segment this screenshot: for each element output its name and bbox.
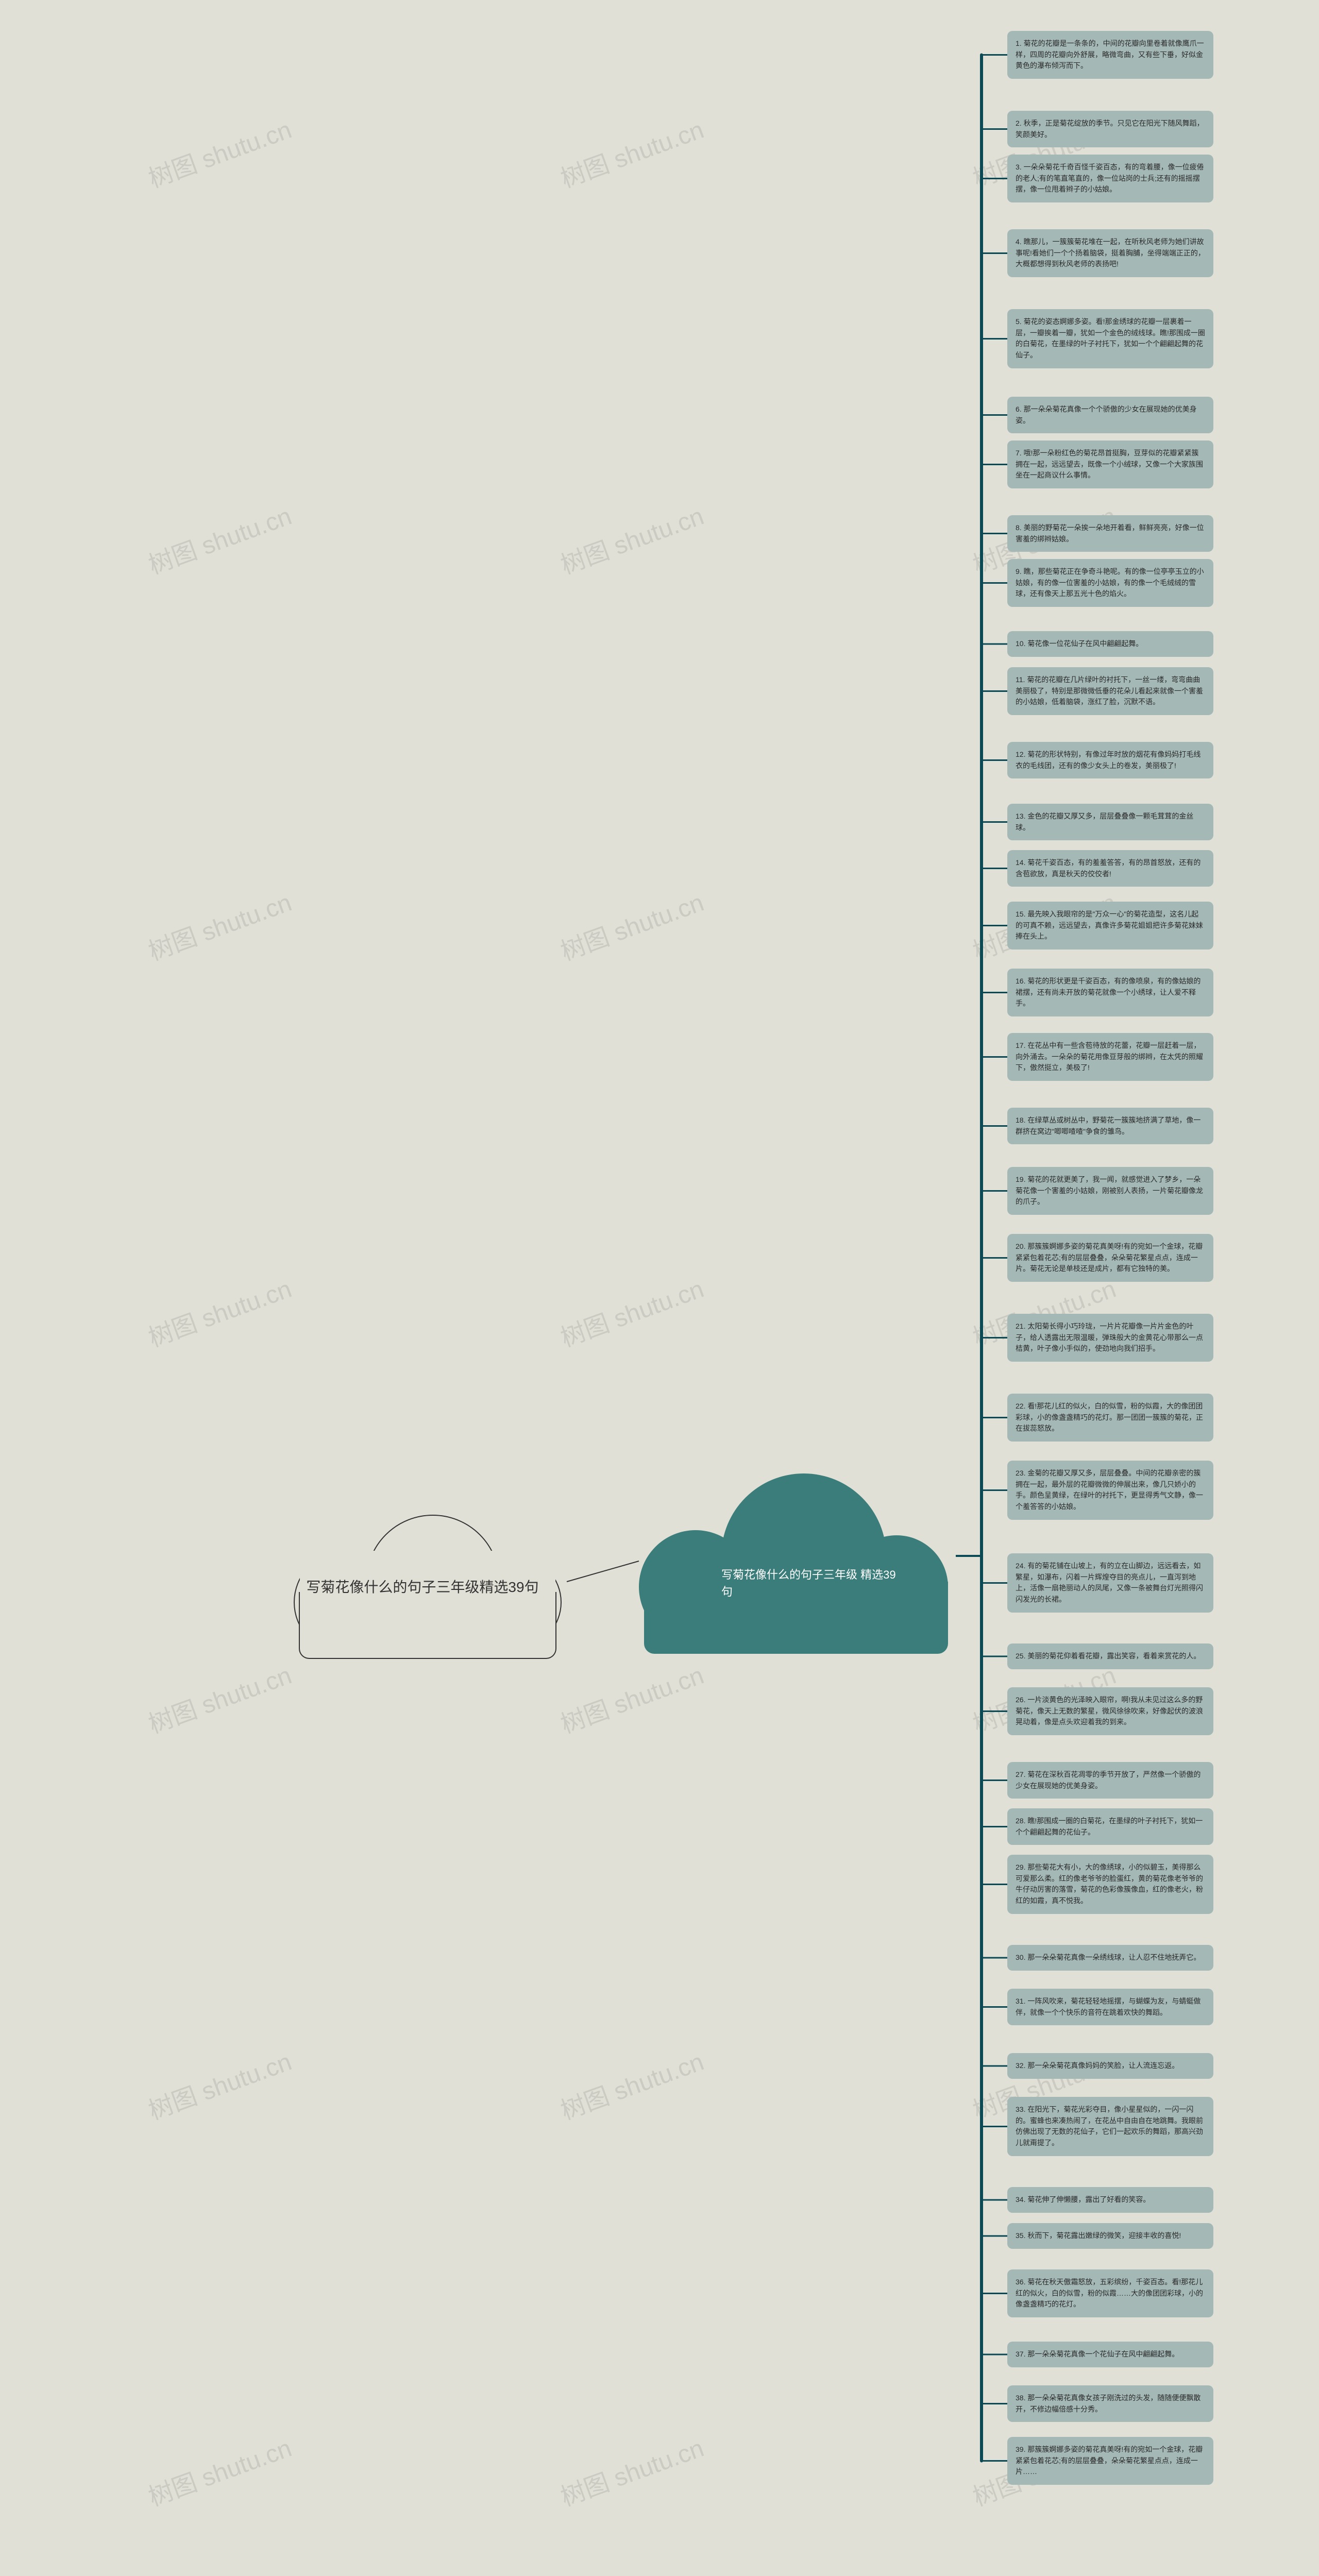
leaf-node: 17. 在花丛中有一些含苞待放的花蕾，花瓣一层赶着一层，向外涌去。一朵朵的菊花用… [1007, 1033, 1213, 1081]
leaf-node: 33. 在阳光下，菊花光彩夺目，像小星星似的，一闪一闪的。蜜蜂也来凑热闹了，在花… [1007, 2097, 1213, 2156]
leaf-node: 26. 一片淡黄色的光泽映入眼帘，啊!我从未见过这么多的野菊花，像天上无数的繁星… [1007, 1687, 1213, 1735]
leaf-node: 23. 金菊的花瓣又厚又多，层层叠叠。中间的花瓣亲密的簇拥在一起，最外层的花瓣微… [1007, 1461, 1213, 1520]
root-node-cloud: 写菊花像什么的句子三年级精选39句 [278, 1504, 567, 1659]
leaf-node: 34. 菊花伸了伸懒腰，露出了好看的笑容。 [1007, 2187, 1213, 2213]
leaf-node: 21. 太阳菊长得小巧玲珑，一片片花瓣像一片片金色的叶子，给人透露出无限温暖，弹… [1007, 1314, 1213, 1362]
leaf-node: 38. 那一朵朵菊花真像女孩子刚洗过的头发，随随便便飘散开，不修边幅倍感十分秀。 [1007, 2385, 1213, 2422]
leaf-node: 20. 那簇簇婀娜多姿的菊花真美呀!有的宛如一个金球，花瓣紧紧包着花芯;有的层层… [1007, 1234, 1213, 1282]
leaf-node: 15. 最先映入我眼帘的是"万众一心"的菊花造型，这名儿起的可真不赖，远远望去，… [1007, 902, 1213, 950]
watermark-text: 树图 shutu.cn [143, 882, 296, 967]
leaf-node: 22. 看!那花儿红的似火，白的似雪，粉的似霞，大的像团团彩球，小的像盏盏精巧的… [1007, 1394, 1213, 1442]
leaf-node: 28. 瞧!那围成一圈的白菊花，在墨绿的叶子衬托下，犹如一个个翩翩起舞的花仙子。 [1007, 1808, 1213, 1845]
watermark-text: 树图 shutu.cn [555, 1268, 708, 1353]
watermark-text: 树图 shutu.cn [143, 1268, 296, 1353]
leaf-node: 16. 菊花的形状更是千姿百态，有的像喷泉，有的像姑娘的裙摆，还有尚未开放的菊花… [1007, 969, 1213, 1016]
leaf-node: 4. 瞧那儿，一簇簇菊花堆在一起，在听秋风老师为她们讲故事呢!看她们一个个扬着脑… [1007, 229, 1213, 277]
watermark-text: 树图 shutu.cn [555, 2041, 708, 2126]
watermark-text: 树图 shutu.cn [143, 109, 296, 194]
watermark-text: 树图 shutu.cn [143, 1655, 296, 1740]
leaf-node: 3. 一朵朵菊花千奇百怪千姿百态，有的弯着腰，像一位疲倦的老人;有的笔直笔直的，… [1007, 155, 1213, 202]
leaf-node: 29. 那些菊花大有小，大的像绣球，小的似碧玉，美得那么可爱那么柔。红的像老爷爷… [1007, 1855, 1213, 1914]
root-node-label: 写菊花像什么的句子三年级精选39句 [278, 1577, 567, 1598]
leaf-node: 18. 在绿草丛或树丛中，野菊花一簇簇地挤满了草地，像一群挤在窝边"唧唧喳喳"争… [1007, 1108, 1213, 1144]
leaf-node: 36. 菊花在秋天傲霜怒放，五彩缤纷，千姿百态。看!那花儿红的似火，白的似雪，粉… [1007, 2269, 1213, 2317]
leaf-node: 24. 有的菊花铺在山坡上，有的立在山脚边，远远看去，如繁星，如瀑布，闪着一片辉… [1007, 1553, 1213, 1613]
leaf-node: 7. 哦!那一朵粉红色的菊花昂首挺胸，豆芽似的花瓣紧紧簇拥在一起，远远望去，既像… [1007, 440, 1213, 488]
leaf-node: 10. 菊花像一位花仙子在风中翩翩起舞。 [1007, 631, 1213, 657]
leaf-node: 1. 菊花的花瓣是一条条的，中间的花瓣向里卷着就像鹰爪一样，四周的花瓣向外舒展，… [1007, 31, 1213, 79]
watermark-text: 树图 shutu.cn [143, 2041, 296, 2126]
leaf-node: 14. 菊花千姿百态，有的羞羞答答，有的昂首怒放，还有的含苞欲放，真是秋天的佼佼… [1007, 850, 1213, 887]
watermark-text: 树图 shutu.cn [143, 2428, 296, 2513]
leaf-node: 13. 金色的花瓣又厚又多，层层叠叠像一颗毛茸茸的金丝球。 [1007, 804, 1213, 840]
leaf-node: 5. 菊花的姿态婀娜多姿。看!那金绣球的花瓣一层裹着一层，一瓣挨着一瓣，犹如一个… [1007, 309, 1213, 368]
watermark-text: 树图 shutu.cn [555, 496, 708, 581]
watermark-text: 树图 shutu.cn [555, 2428, 708, 2513]
watermark-text: 树图 shutu.cn [555, 882, 708, 967]
leaf-node: 8. 美丽的野菊花一朵挨一朵地开着看，鲜鲜亮亮，好像一位害羞的绑辫姑娘。 [1007, 515, 1213, 552]
watermark-text: 树图 shutu.cn [555, 1655, 708, 1740]
leaf-node: 37. 那一朵朵菊花真像一个花仙子在风中翩翩起舞。 [1007, 2342, 1213, 2367]
leaf-node: 9. 瞧，那些菊花正在争奇斗艳呢。有的像一位亭亭玉立的小姑娘，有的像一位害羞的小… [1007, 559, 1213, 607]
leaf-node: 27. 菊花在深秋百花凋零的季节开放了，严然像一个骄傲的少女在展现她的优美身姿。 [1007, 1762, 1213, 1799]
hub-node-label: 写菊花像什么的句子三年级 精选39句 [721, 1566, 907, 1600]
leaf-node: 19. 菊花的花就更美了，我一闻，就感觉进入了梦乡，一朵菊花像一个害羞的小姑娘，… [1007, 1167, 1213, 1215]
leaf-node: 12. 菊花的形状特别，有像过年时放的烟花有像妈妈打毛线衣的毛线团，还有的像少女… [1007, 742, 1213, 778]
watermark-text: 树图 shutu.cn [143, 496, 296, 581]
leaf-node: 6. 那一朵朵菊花真像一个个骄傲的少女在展现她的优美身姿。 [1007, 397, 1213, 433]
leaf-node: 39. 那簇簇婀娜多姿的菊花真美呀!有的宛如一个金球，花瓣紧紧包着花芯;有的层层… [1007, 2437, 1213, 2485]
leaf-node: 2. 秋季，正是菊花绽放的季节。只见它在阳光下随风舞蹈，笑颜美好。 [1007, 111, 1213, 147]
leaf-node: 31. 一阵风吹来，菊花轻轻地摇摆，与蝴蝶为友，与蜻蜓做伴，就像一个个快乐的音符… [1007, 1989, 1213, 2025]
leaf-node: 35. 秋而下，菊花露出嫩绿的微笑，迎接丰收的喜悦! [1007, 2223, 1213, 2249]
watermark-text: 树图 shutu.cn [555, 109, 708, 194]
hub-node-cloud: 写菊花像什么的句子三年级 精选39句 [629, 1458, 958, 1654]
leaf-node: 30. 那一朵朵菊花真像一朵绣线球，让人忍不住地抚弄它。 [1007, 1945, 1213, 1971]
leaf-node: 25. 美丽的菊花仰着看花瓣，露出笑容，看着来赏花的人。 [1007, 1643, 1213, 1669]
leaf-node: 11. 菊花的花瓣在几片绿叶的衬托下，一丝一缕，弯弯曲曲美丽极了，特别是那微微低… [1007, 667, 1213, 715]
leaf-node: 32. 那一朵朵菊花真像妈妈的笑脸，让人流连忘返。 [1007, 2053, 1213, 2079]
